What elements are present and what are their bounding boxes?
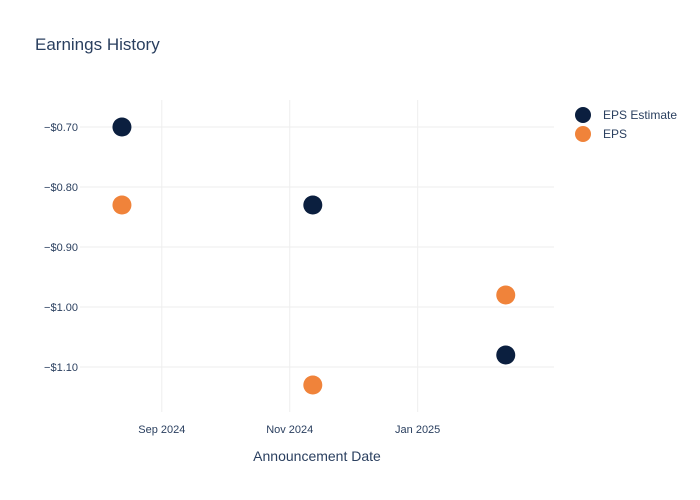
legend-marker-eps[interactable] xyxy=(575,126,591,142)
eps-point[interactable] xyxy=(112,195,132,215)
legend-marker-eps-estimate[interactable] xyxy=(575,107,591,123)
y-tick-label: −$1.10 xyxy=(44,362,78,374)
y-axis-ticks: −$0.70 −$0.80 −$0.90 −$1.00 −$1.10 xyxy=(44,122,78,374)
eps-estimate-point[interactable] xyxy=(496,345,516,365)
y-tick-label: −$0.90 xyxy=(44,242,78,254)
grid-lines xyxy=(80,100,554,412)
eps-point[interactable] xyxy=(496,285,516,305)
x-tick-label: Sep 2024 xyxy=(138,424,185,436)
eps-estimate-point[interactable] xyxy=(303,195,323,215)
legend-label-eps[interactable]: EPS xyxy=(603,127,627,141)
x-axis-title: Announcement Date xyxy=(253,448,381,464)
x-tick-label: Jan 2025 xyxy=(395,424,440,436)
legend-label-eps-estimate[interactable]: EPS Estimate xyxy=(603,108,677,122)
x-axis-ticks: Sep 2024 Nov 2024 Jan 2025 xyxy=(138,424,440,436)
eps-point[interactable] xyxy=(303,375,323,395)
chart-title: Earnings History xyxy=(35,35,160,54)
y-tick-label: −$1.00 xyxy=(44,302,78,314)
data-points xyxy=(112,117,516,395)
legend[interactable]: EPS Estimate EPS xyxy=(575,107,677,142)
y-tick-label: −$0.70 xyxy=(44,122,78,134)
eps-estimate-point[interactable] xyxy=(112,117,132,137)
x-tick-label: Nov 2024 xyxy=(266,424,313,436)
y-tick-label: −$0.80 xyxy=(44,182,78,194)
